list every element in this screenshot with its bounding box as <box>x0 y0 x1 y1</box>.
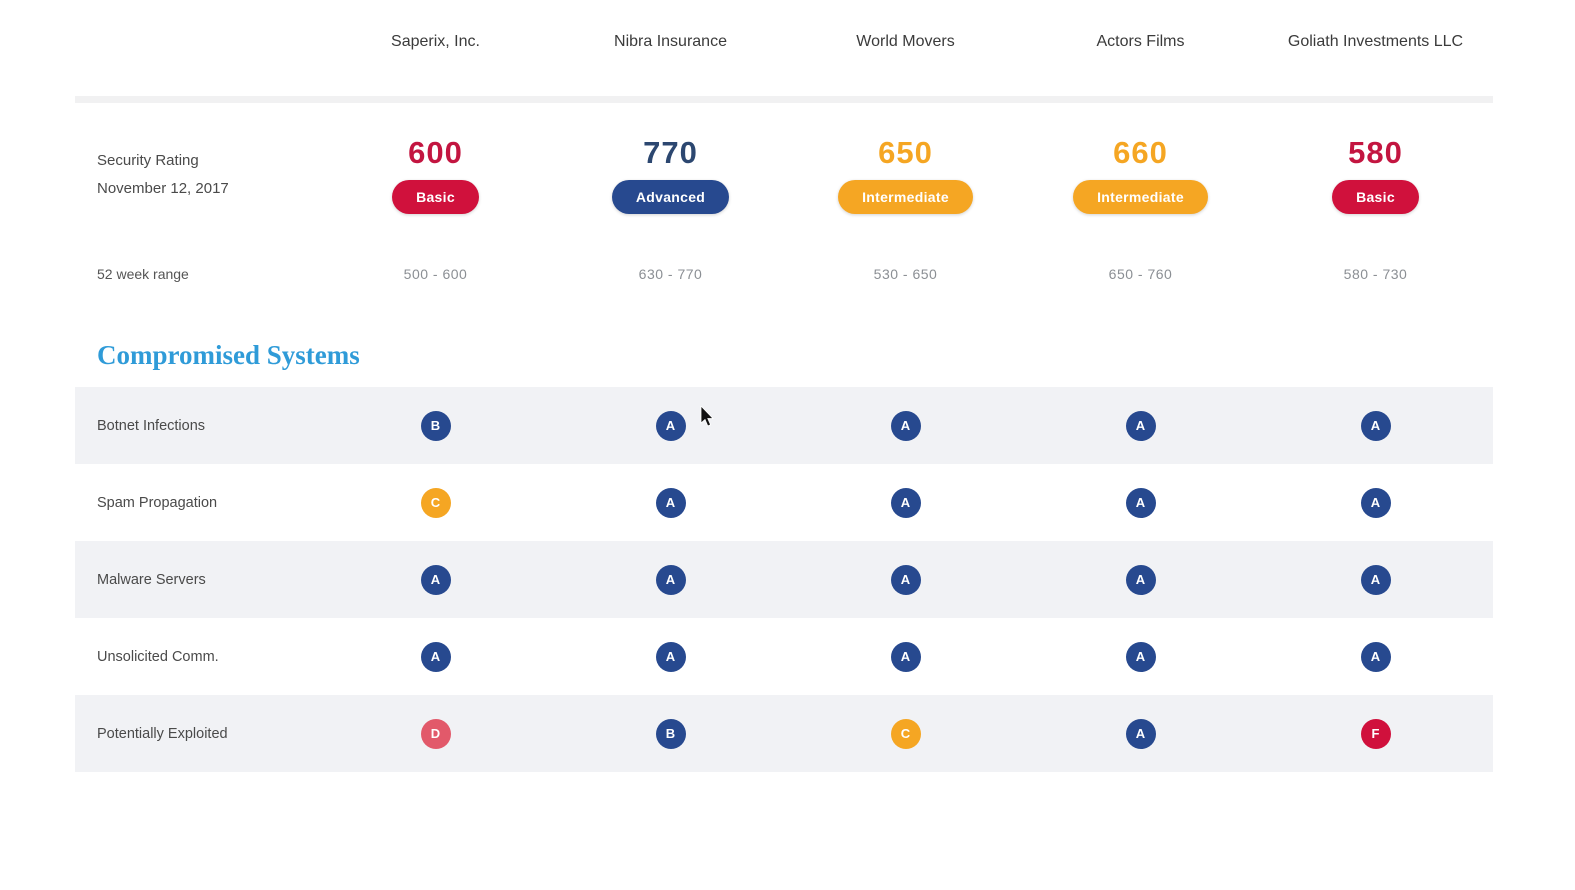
grade-cell: C <box>788 718 1023 749</box>
grade-badge[interactable]: A <box>1360 410 1391 441</box>
risk-row-botnet-infections: Botnet Infections B A A A A <box>75 387 1493 464</box>
grade-cell: A <box>788 564 1023 595</box>
risk-label: Spam Propagation <box>97 494 218 511</box>
rating-level-badge: Intermediate <box>1073 180 1208 214</box>
grade-cell: A <box>553 487 788 518</box>
grade-badge[interactable]: B <box>655 718 686 749</box>
risk-label: Malware Servers <box>97 571 206 588</box>
grade-badge[interactable]: B <box>420 410 451 441</box>
grade-badge[interactable]: A <box>655 641 686 672</box>
company-header-actors-films[interactable]: Actors Films <box>1096 33 1185 50</box>
security-rating-title: Security Rating <box>97 151 199 169</box>
rating-value: 580 <box>1348 135 1403 170</box>
grade-cell: A <box>553 641 788 672</box>
grade-badge[interactable]: A <box>1125 410 1156 441</box>
risk-row-malware-servers: Malware Servers A A A A A <box>75 541 1493 618</box>
grade-cell: A <box>1258 410 1493 441</box>
grade-cell: A <box>788 410 1023 441</box>
grade-badge[interactable]: A <box>1125 641 1156 672</box>
grade-badge[interactable]: A <box>420 564 451 595</box>
rating-level-badge: Intermediate <box>838 180 973 214</box>
rating-cell-world-movers: 650 Intermediate <box>788 135 1023 214</box>
risk-row-unsolicited-comm: Unsolicited Comm. A A A A A <box>75 618 1493 695</box>
grade-badge[interactable]: A <box>1125 564 1156 595</box>
grade-cell: A <box>553 564 788 595</box>
grade-cell: A <box>1258 487 1493 518</box>
grade-cell: A <box>318 641 553 672</box>
grade-badge[interactable]: A <box>890 487 921 518</box>
grade-cell: A <box>1023 410 1258 441</box>
risk-label: Botnet Infections <box>97 417 206 434</box>
grade-badge[interactable]: C <box>890 718 921 749</box>
grade-badge[interactable]: A <box>655 410 686 441</box>
grade-badge[interactable]: D <box>420 718 451 749</box>
security-rating-row: Security Rating November 12, 2017 600 Ba… <box>75 135 1493 214</box>
company-header-goliath[interactable]: Goliath Investments LLC <box>1287 33 1464 50</box>
rating-cell-saperix: 600 Basic <box>318 135 553 214</box>
rating-level-badge: Basic <box>1332 180 1419 214</box>
week-range-saperix: 500 - 600 <box>403 266 468 282</box>
grade-badge[interactable]: A <box>1125 718 1156 749</box>
grade-cell: A <box>1258 564 1493 595</box>
grade-cell: B <box>553 718 788 749</box>
rating-value: 600 <box>408 135 463 170</box>
rating-cell-actors-films: 660 Intermediate <box>1023 135 1258 214</box>
grade-badge[interactable]: A <box>890 410 921 441</box>
grade-badge[interactable]: A <box>1360 641 1391 672</box>
rating-level-badge: Basic <box>392 180 479 214</box>
grade-badge[interactable]: C <box>420 487 451 518</box>
company-header-world-movers[interactable]: World Movers <box>856 33 955 50</box>
compromised-systems-heading: Compromised Systems <box>97 340 360 370</box>
grade-cell: C <box>318 487 553 518</box>
grade-cell: A <box>553 410 788 441</box>
grade-badge[interactable]: A <box>1360 487 1391 518</box>
week-range-world-movers: 530 - 650 <box>873 266 938 282</box>
risk-row-spam-propagation: Spam Propagation C A A A A <box>75 464 1493 541</box>
rating-value: 660 <box>1113 135 1168 170</box>
grade-badge[interactable]: F <box>1360 718 1391 749</box>
grade-cell: A <box>1023 718 1258 749</box>
grade-cell: B <box>318 410 553 441</box>
grade-cell: A <box>1023 641 1258 672</box>
grade-badge[interactable]: A <box>655 487 686 518</box>
grade-cell: D <box>318 718 553 749</box>
rating-level-badge: Advanced <box>611 180 730 214</box>
rating-value: 650 <box>878 135 933 170</box>
risk-label: Unsolicited Comm. <box>97 648 219 665</box>
company-header-row: Saperix, Inc. Nibra Insurance World Move… <box>75 0 1493 88</box>
company-header-saperix[interactable]: Saperix, Inc. <box>391 33 480 50</box>
header-divider <box>75 96 1493 103</box>
grade-cell: A <box>1023 487 1258 518</box>
grade-badge[interactable]: A <box>420 641 451 672</box>
week-range-nibra: 630 - 770 <box>638 266 703 282</box>
grade-cell: A <box>318 564 553 595</box>
grade-badge[interactable]: A <box>890 564 921 595</box>
week-range-label: 52 week range <box>97 266 189 282</box>
grade-badge[interactable]: A <box>1360 564 1391 595</box>
week-range-row: 52 week range 500 - 600 630 - 770 530 - … <box>75 266 1493 282</box>
comparison-report: Saperix, Inc. Nibra Insurance World Move… <box>75 0 1493 772</box>
risk-label: Potentially Exploited <box>97 725 228 742</box>
rating-cell-goliath: 580 Basic <box>1258 135 1493 214</box>
week-range-actors-films: 650 - 760 <box>1108 266 1173 282</box>
security-rating-date: November 12, 2017 <box>97 179 229 197</box>
week-range-goliath: 580 - 730 <box>1343 266 1408 282</box>
grade-cell: F <box>1258 718 1493 749</box>
grade-badge[interactable]: A <box>1125 487 1156 518</box>
risk-row-potentially-exploited: Potentially Exploited D B C A F <box>75 695 1493 772</box>
grade-cell: A <box>1258 641 1493 672</box>
grade-cell: A <box>788 641 1023 672</box>
security-rating-label: Security Rating November 12, 2017 <box>75 147 318 203</box>
grade-cell: A <box>1023 564 1258 595</box>
company-header-nibra[interactable]: Nibra Insurance <box>614 33 727 50</box>
rating-value: 770 <box>643 135 698 170</box>
grade-badge[interactable]: A <box>890 641 921 672</box>
rating-cell-nibra: 770 Advanced <box>553 135 788 214</box>
grade-cell: A <box>788 487 1023 518</box>
grade-badge[interactable]: A <box>655 564 686 595</box>
